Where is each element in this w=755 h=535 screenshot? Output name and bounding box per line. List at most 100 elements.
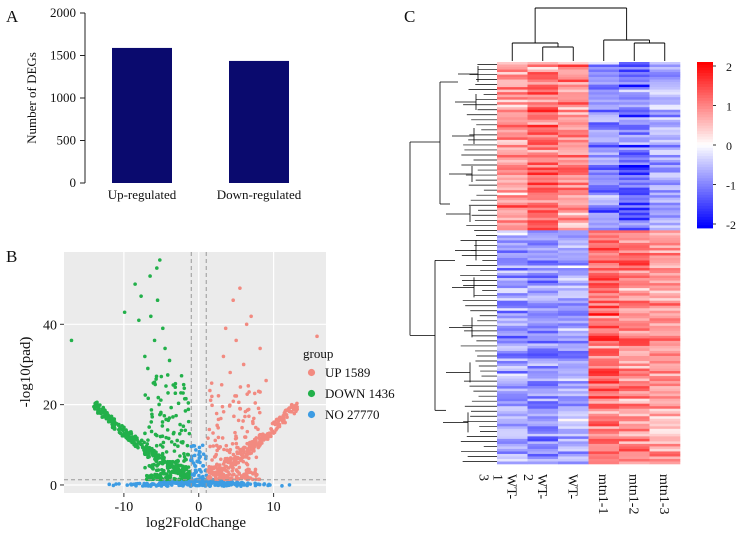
volcano-point xyxy=(181,424,186,428)
heatmap-cell xyxy=(527,215,559,219)
colorbar-step xyxy=(697,120,713,124)
heatmap-cell xyxy=(588,207,620,211)
heatmap-cell xyxy=(588,237,620,241)
volcano-point xyxy=(161,326,165,331)
heatmap-cell xyxy=(527,250,559,254)
heatmap-cell xyxy=(619,220,650,224)
heatmap-cell xyxy=(497,165,528,168)
heatmap-cell xyxy=(497,418,528,422)
volcano-point xyxy=(231,466,235,470)
heatmap-cell xyxy=(497,381,528,384)
colorbar-step xyxy=(697,89,713,93)
heatmap-cell xyxy=(588,278,620,281)
heatmap-cell xyxy=(619,79,650,83)
volcano-ytick-label: 0 xyxy=(50,479,57,494)
heatmap-cell xyxy=(619,124,650,128)
heatmap-cell xyxy=(497,373,528,377)
heatmap-cell xyxy=(497,124,528,128)
heatmap-cell xyxy=(527,278,559,281)
heatmap-cell xyxy=(619,283,650,286)
heatmap-cell xyxy=(619,212,650,216)
volcano-point xyxy=(154,377,158,381)
column-label: mtn1-1 xyxy=(595,474,610,514)
heatmap-cell xyxy=(527,235,559,239)
heatmap-cell xyxy=(619,72,650,75)
colorbar: 2 1 0 -1 -2 xyxy=(697,60,736,232)
heatmap-cell xyxy=(588,265,620,269)
colorbar-step xyxy=(697,222,713,226)
heatmap-cell xyxy=(497,426,528,430)
column-label: WT- xyxy=(564,474,579,499)
heatmap-cell xyxy=(527,139,559,143)
heatmap-cell xyxy=(588,225,620,229)
colorbar-tick-label: -2 xyxy=(726,218,736,232)
heatmap-cell xyxy=(527,340,559,344)
heatmap-cell xyxy=(558,197,589,201)
heatmap-cell xyxy=(588,192,620,196)
heatmap-cell xyxy=(588,79,620,83)
heatmap-cell xyxy=(649,62,681,65)
heatmap-cell xyxy=(527,325,559,329)
bar-category-label: Down-regulated xyxy=(217,187,302,202)
volcano-point xyxy=(234,436,239,440)
colorbar-step xyxy=(697,92,713,96)
heatmap-cell xyxy=(619,64,650,68)
volcano-point xyxy=(226,466,231,470)
volcano-point xyxy=(222,459,227,464)
heatmap-cell xyxy=(497,401,528,404)
heatmap-cell xyxy=(527,368,559,372)
heatmap-cell xyxy=(558,451,589,455)
volcano-point xyxy=(174,413,178,418)
heatmap-cell xyxy=(527,343,559,347)
heatmap-cell xyxy=(527,446,559,450)
heatmap-cell xyxy=(497,77,528,80)
heatmap-cell xyxy=(619,207,650,211)
heatmap-cell xyxy=(619,310,650,314)
volcano-point xyxy=(285,408,289,413)
heatmap-cell xyxy=(649,202,681,206)
heatmap-cell xyxy=(588,335,620,339)
volcano-point xyxy=(200,443,205,448)
heatmap-cell xyxy=(497,388,528,392)
heatmap-cell xyxy=(588,398,620,402)
volcano-point xyxy=(92,404,96,409)
heatmap-cell xyxy=(558,335,589,339)
heatmap-cell xyxy=(649,270,681,274)
heatmap-cell xyxy=(649,391,681,394)
heatmap-cell xyxy=(527,453,559,457)
volcano-point xyxy=(124,428,128,432)
heatmap-cell xyxy=(497,283,528,286)
heatmap-cell xyxy=(527,431,559,435)
colorbar-step xyxy=(697,122,713,127)
heatmap-cell xyxy=(558,330,589,334)
heatmap-cell xyxy=(497,205,528,209)
heatmap-cell xyxy=(588,89,620,93)
heatmap-cell xyxy=(588,428,620,432)
heatmap-cell xyxy=(558,97,589,100)
bar-ytick-label: 500 xyxy=(57,133,77,148)
heatmap-cell xyxy=(558,124,589,128)
heatmap-cell xyxy=(649,360,681,364)
heatmap-cell xyxy=(527,230,559,234)
volcano-ytick-label: 40 xyxy=(43,318,57,333)
heatmap-cell xyxy=(619,104,650,108)
heatmap-cell xyxy=(497,408,528,412)
colorbar-step xyxy=(697,139,713,143)
heatmap-cell xyxy=(497,82,528,85)
heatmap-cell xyxy=(619,288,650,291)
volcano-point xyxy=(211,431,215,435)
volcano-point xyxy=(175,466,180,471)
heatmap-cell xyxy=(527,197,559,201)
colorbar-step xyxy=(697,67,713,71)
heatmap-cell xyxy=(649,401,681,404)
heatmap-cell xyxy=(619,335,650,339)
heatmap-cell xyxy=(619,355,650,359)
volcano-point xyxy=(228,403,232,407)
volcano-point xyxy=(122,310,127,315)
volcano-point xyxy=(277,422,282,427)
heatmap-cell xyxy=(619,109,650,113)
colorbar-step xyxy=(697,70,713,74)
heatmap-cell xyxy=(649,220,681,224)
volcano-point xyxy=(179,373,184,378)
volcano-point xyxy=(238,447,242,452)
